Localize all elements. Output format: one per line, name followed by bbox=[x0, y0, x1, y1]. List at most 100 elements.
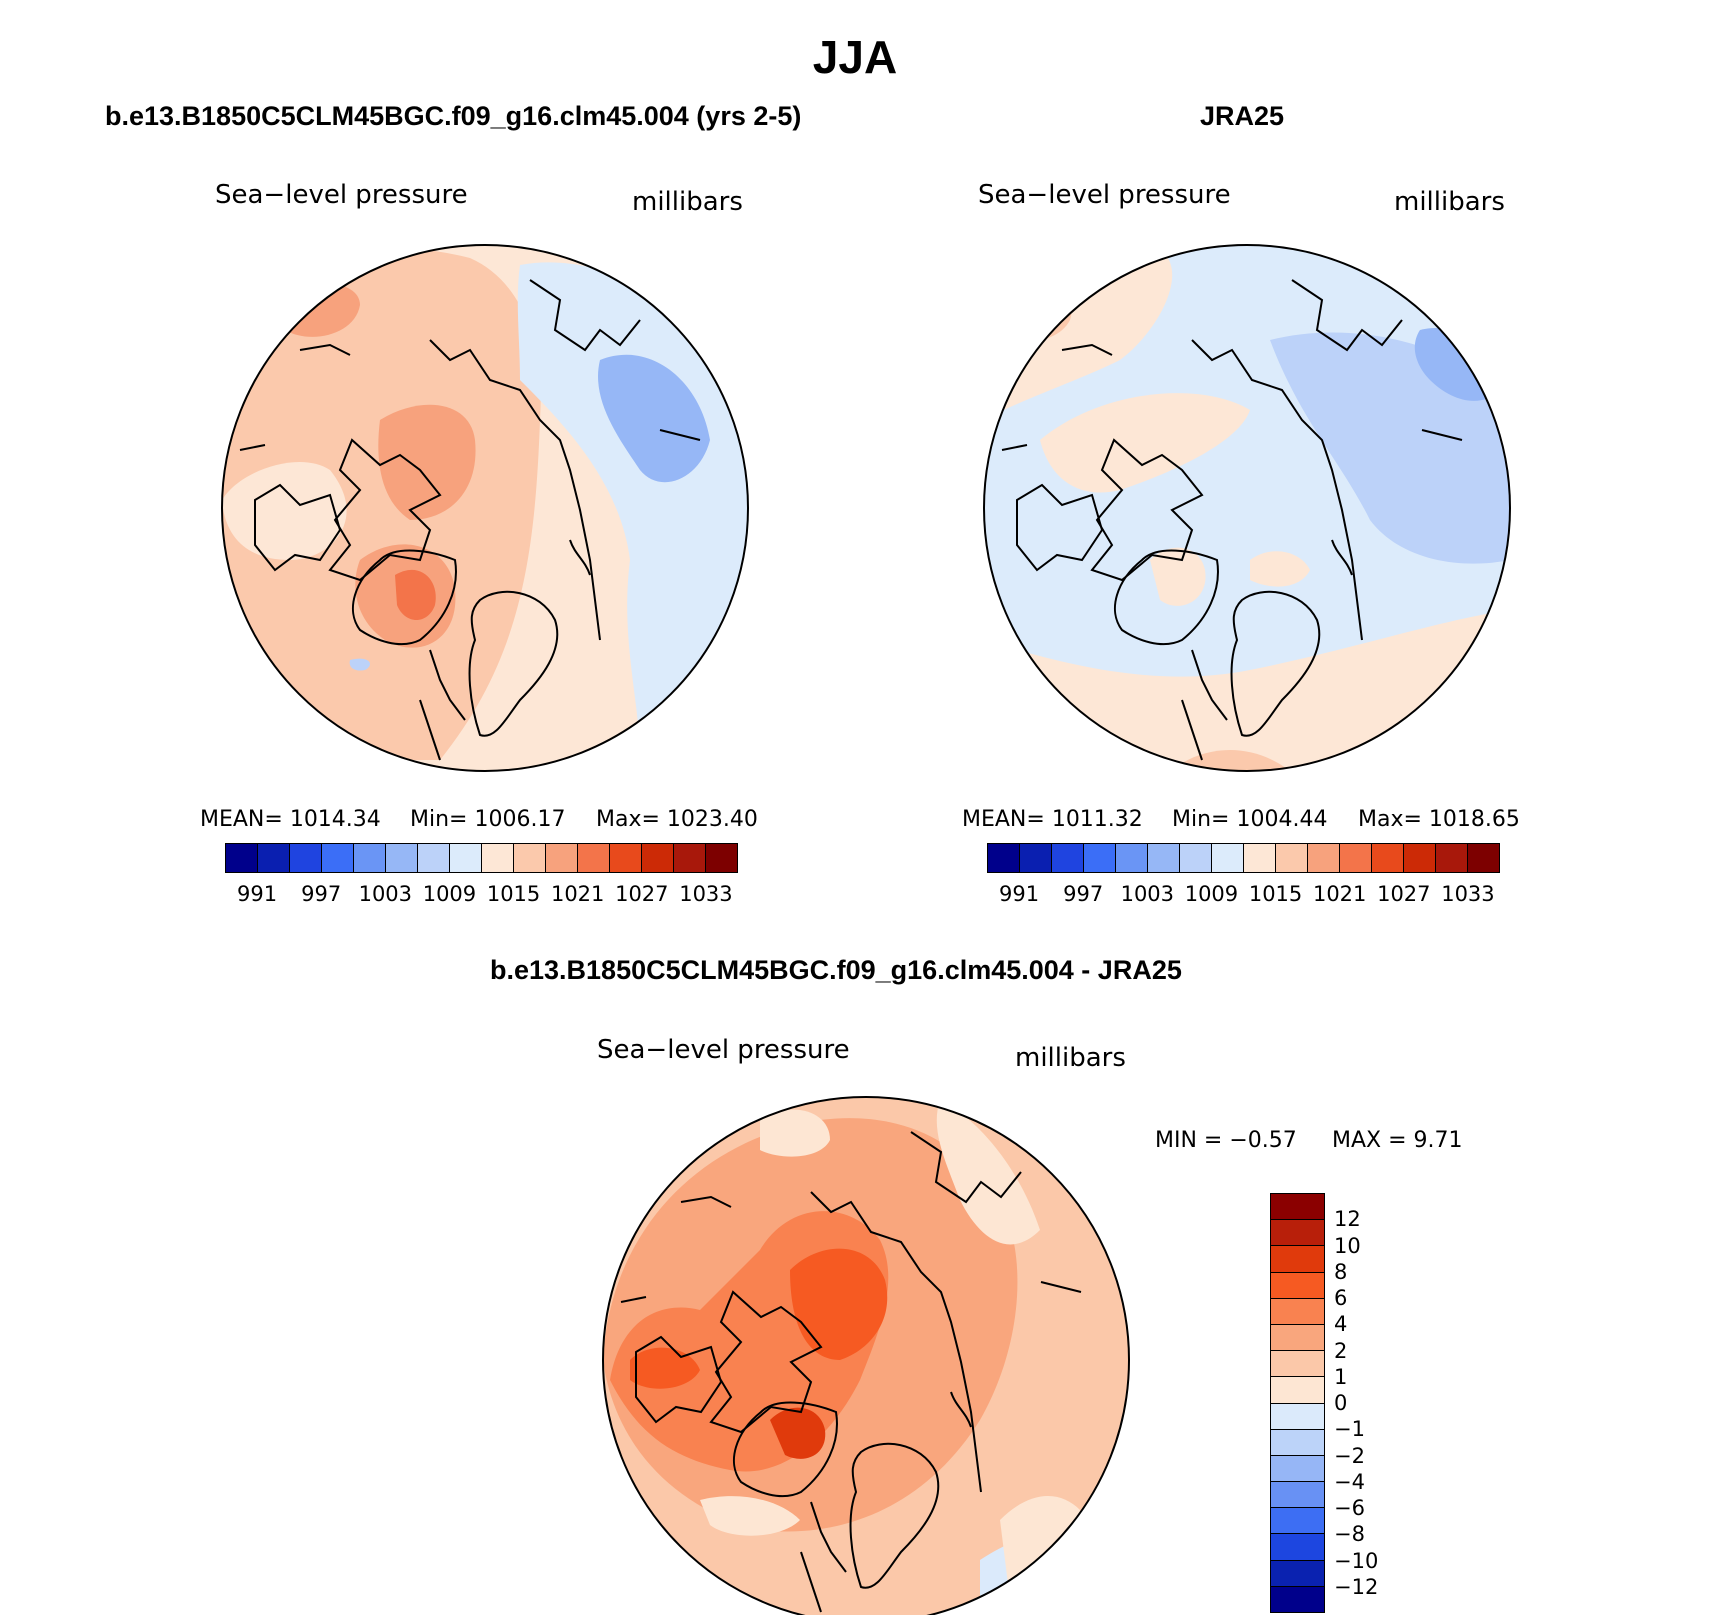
model-case-title: b.e13.B1850C5CLM45BGC.f09_g16.clm45.004 … bbox=[105, 101, 802, 131]
colorbar-tick-label: 1015 bbox=[486, 882, 541, 906]
diff-colorbar-tick-label: 1 bbox=[1334, 1364, 1348, 1389]
colorbar-swatch bbox=[514, 844, 546, 872]
colorbar-swatch bbox=[1180, 844, 1212, 872]
colorbar-swatch bbox=[1271, 1272, 1324, 1299]
diff-colorbar-tick-label: 6 bbox=[1334, 1286, 1348, 1310]
colorbar-swatch bbox=[1148, 844, 1180, 872]
colorbar-swatch bbox=[1271, 1586, 1324, 1612]
model-mean-stat: MEAN= 1014.34 bbox=[200, 807, 381, 832]
obs-min-stat: Min= 1004.44 bbox=[1172, 807, 1328, 832]
diff-colorbar-tick-label: −1 bbox=[1334, 1417, 1365, 1442]
obs-colorbar bbox=[987, 843, 1500, 873]
diff-units-label: millibars bbox=[1015, 1043, 1126, 1073]
colorbar-swatch bbox=[1308, 844, 1340, 872]
diff-colorbar-tick-label: −10 bbox=[1334, 1548, 1379, 1573]
colorbar-swatch bbox=[1271, 1508, 1324, 1535]
colorbar-tick-label: 997 bbox=[1063, 882, 1104, 906]
colorbar-tick-label: 1033 bbox=[679, 882, 733, 906]
colorbar-swatch bbox=[1271, 1377, 1324, 1404]
diff-colorbar-tick-label: −2 bbox=[1334, 1443, 1365, 1468]
colorbar-tick-label: 991 bbox=[999, 882, 1040, 906]
colorbar-tick-label: 991 bbox=[237, 882, 278, 906]
obs-variable-label: Sea−level pressure bbox=[978, 180, 1231, 210]
diff-min-stat: MIN = −0.57 bbox=[1155, 1128, 1297, 1153]
colorbar-swatch bbox=[482, 844, 514, 872]
colorbar-swatch bbox=[1116, 844, 1148, 872]
diff-colorbar-tick-label: 4 bbox=[1334, 1312, 1348, 1337]
colorbar-tick-label: 1033 bbox=[1441, 882, 1495, 906]
diff-colorbar-tick-label: −8 bbox=[1334, 1522, 1365, 1547]
diff-max-stat: MAX = 9.71 bbox=[1332, 1128, 1463, 1153]
obs-max-stat: Max= 1018.65 bbox=[1358, 807, 1520, 832]
colorbar-swatch bbox=[386, 844, 418, 872]
obs-units-label: millibars bbox=[1394, 187, 1505, 217]
colorbar-swatch bbox=[1404, 844, 1436, 872]
colorbar-tick-label: 1015 bbox=[1248, 882, 1303, 906]
colorbar-swatch bbox=[1436, 844, 1468, 872]
colorbar-tick-label: 1027 bbox=[1377, 882, 1431, 906]
model-colorbar bbox=[225, 843, 738, 873]
colorbar-swatch bbox=[1084, 844, 1116, 872]
diff-colorbar-tick-label: 8 bbox=[1334, 1259, 1348, 1284]
colorbar-swatch bbox=[1212, 844, 1244, 872]
colorbar-swatch bbox=[1271, 1351, 1324, 1378]
colorbar-swatch bbox=[290, 844, 322, 872]
model-variable-label: Sea−level pressure bbox=[215, 180, 468, 210]
obs-mean-stat: MEAN= 1011.32 bbox=[962, 807, 1143, 832]
colorbar-swatch bbox=[642, 844, 674, 872]
colorbar-swatch bbox=[1271, 1246, 1324, 1273]
diff-colorbar-tick-label: 2 bbox=[1334, 1338, 1348, 1363]
colorbar-swatch bbox=[578, 844, 610, 872]
colorbar-tick-label: 1027 bbox=[615, 882, 669, 906]
colorbar-swatch bbox=[674, 844, 706, 872]
model-max-stat: Max= 1023.40 bbox=[596, 807, 758, 832]
colorbar-swatch bbox=[226, 844, 258, 872]
colorbar-swatch bbox=[1468, 844, 1499, 872]
colorbar-swatch bbox=[546, 844, 578, 872]
diff-case-title: b.e13.B1850C5CLM45BGC.f09_g16.clm45.004 … bbox=[490, 955, 1182, 985]
diff-colorbar-tick-label: 12 bbox=[1334, 1207, 1361, 1232]
colorbar-swatch bbox=[610, 844, 642, 872]
colorbar-swatch bbox=[1340, 844, 1372, 872]
colorbar-swatch bbox=[1271, 1324, 1324, 1352]
colorbar-swatch bbox=[258, 844, 290, 872]
colorbar-tick-label: 1021 bbox=[550, 882, 605, 906]
colorbar-swatch bbox=[1372, 844, 1404, 872]
colorbar-swatch bbox=[1271, 1298, 1324, 1325]
colorbar-tick-label: 1009 bbox=[422, 882, 477, 906]
colorbar-swatch bbox=[1271, 1220, 1324, 1247]
colorbar-tick-label: 997 bbox=[301, 882, 342, 906]
colorbar-swatch bbox=[1276, 844, 1308, 872]
diff-colorbar-tick-label: −12 bbox=[1334, 1574, 1379, 1599]
colorbar-swatch bbox=[1271, 1455, 1324, 1483]
colorbar-swatch bbox=[1020, 844, 1052, 872]
colorbar-tick-label: 1003 bbox=[1120, 882, 1175, 906]
colorbar-swatch bbox=[322, 844, 354, 872]
diff-colorbar-tick-label: −6 bbox=[1334, 1496, 1365, 1520]
colorbar-tick-label: 1003 bbox=[358, 882, 413, 906]
diff-colorbar-tick-label: −4 bbox=[1334, 1469, 1365, 1494]
colorbar-tick-label: 1009 bbox=[1184, 882, 1239, 906]
colorbar-swatch bbox=[1271, 1403, 1324, 1430]
model-min-stat: Min= 1006.17 bbox=[410, 807, 566, 832]
model-units-label: millibars bbox=[632, 187, 743, 217]
colorbar-swatch bbox=[418, 844, 450, 872]
colorbar-swatch bbox=[1271, 1482, 1324, 1509]
diff-variable-label: Sea−level pressure bbox=[597, 1035, 850, 1065]
figure-title: JJA bbox=[812, 31, 898, 83]
colorbar-swatch bbox=[354, 844, 386, 872]
colorbar-swatch bbox=[1271, 1534, 1324, 1561]
colorbar-swatch bbox=[1271, 1194, 1324, 1221]
colorbar-swatch bbox=[1244, 844, 1276, 872]
colorbar-swatch bbox=[450, 844, 482, 872]
colorbar-swatch bbox=[988, 844, 1020, 872]
obs-case-title: JRA25 bbox=[1200, 101, 1285, 131]
colorbar-tick-label: 1021 bbox=[1312, 882, 1367, 906]
diff-colorbar-tick-label: 10 bbox=[1334, 1233, 1361, 1258]
diff-colorbar-tick-label: 0 bbox=[1334, 1391, 1348, 1415]
colorbar-swatch bbox=[1271, 1560, 1324, 1587]
colorbar-swatch bbox=[706, 844, 737, 872]
colorbar-swatch bbox=[1271, 1429, 1324, 1456]
colorbar-swatch bbox=[1052, 844, 1084, 872]
diff-colorbar bbox=[1270, 1193, 1325, 1613]
